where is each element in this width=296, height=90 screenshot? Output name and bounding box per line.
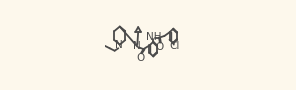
Text: Cl: Cl [169,41,180,51]
Text: NH: NH [146,32,161,42]
Text: N: N [133,41,141,51]
Text: N: N [115,40,123,50]
Text: O: O [156,42,164,52]
Text: O: O [136,53,145,63]
